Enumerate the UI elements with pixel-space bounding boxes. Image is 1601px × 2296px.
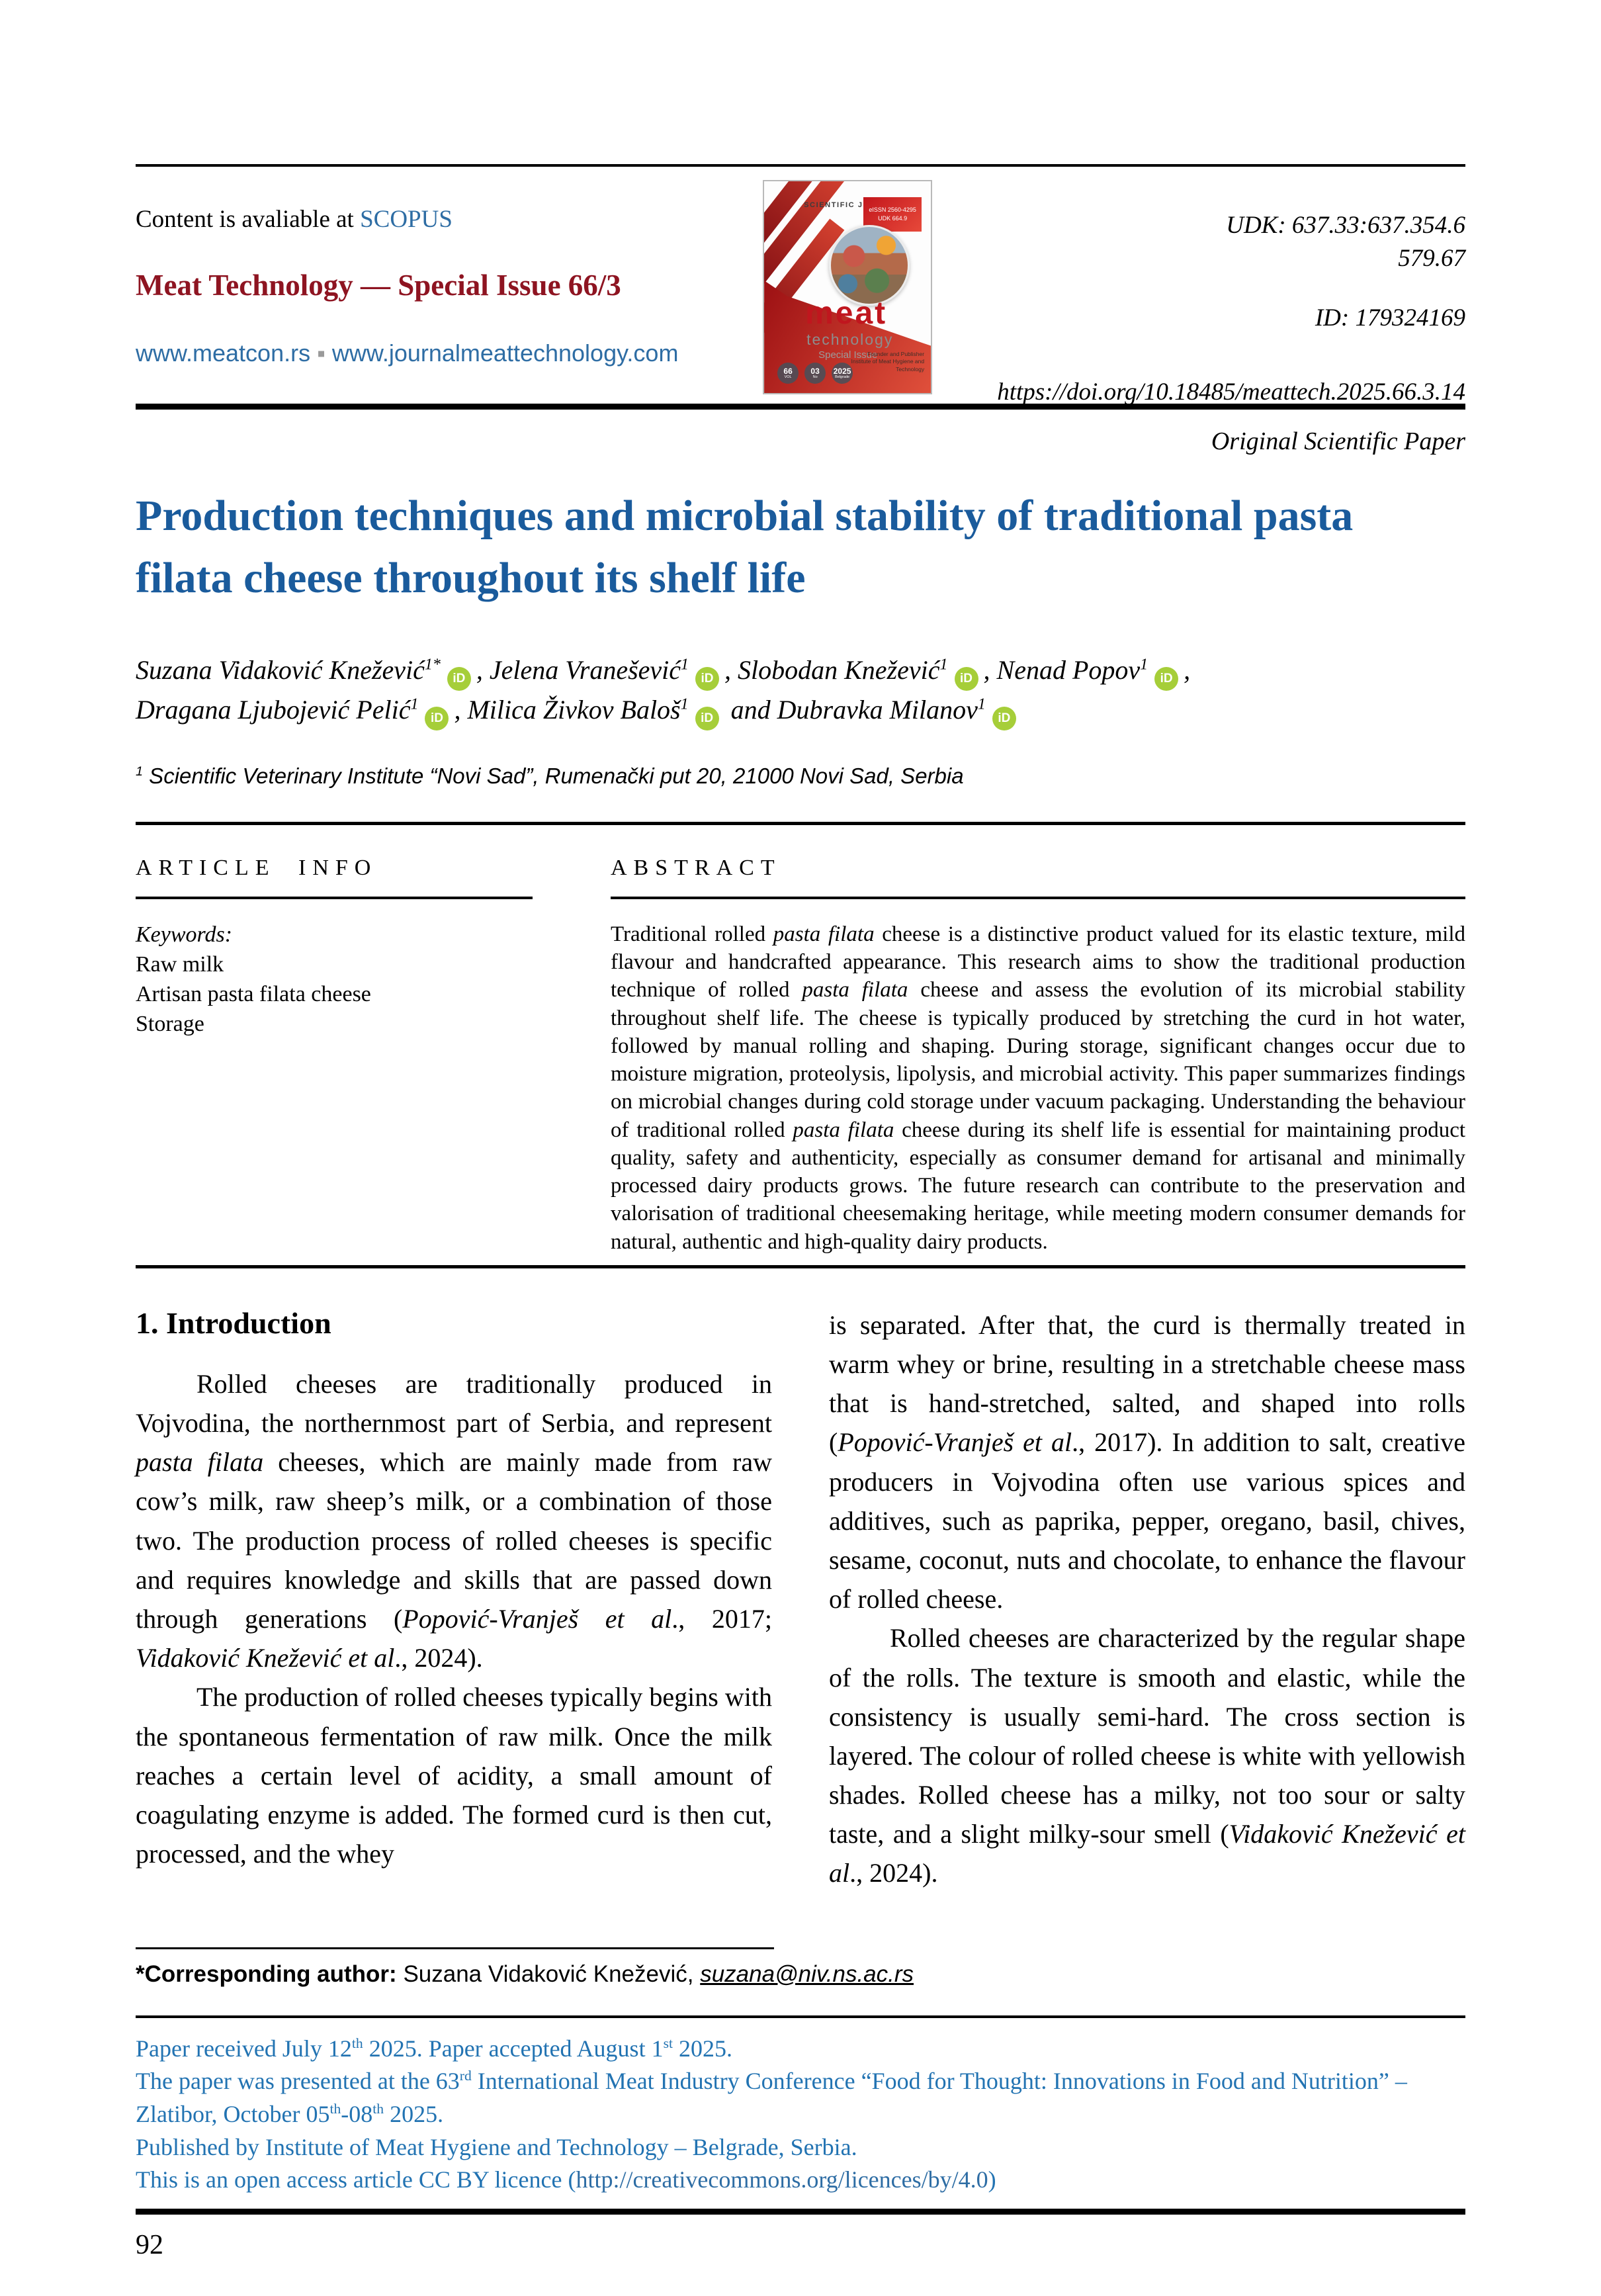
journal-site-link[interactable]: www.journalmeattechnology.com xyxy=(331,339,679,367)
abstract-bottom-rule xyxy=(136,1264,1465,1268)
abstract-text: Traditional rolled pasta filata cheese i… xyxy=(611,922,1466,1254)
cover-volume-label: VOL xyxy=(784,375,792,379)
publisher-line: Published by Institute of Meat Hygiene a… xyxy=(136,2133,857,2160)
header-left-block: Content is avaliable at SCOPUS Meat Tech… xyxy=(136,205,698,367)
licence-line: This is an open access article CC BY lic… xyxy=(136,2166,996,2193)
cover-year-badge: 2025 Belgrade xyxy=(832,363,853,384)
content-availability: Content is avaliable at SCOPUS xyxy=(136,206,453,233)
introduction-heading: 1. Introduction xyxy=(136,1305,331,1340)
publication-notes: Paper received July 12th 2025. Paper acc… xyxy=(136,2033,1465,2197)
paper-title: Production techniques and microbial stab… xyxy=(136,492,1354,602)
abstract-rule xyxy=(611,897,1465,899)
meatcon-link[interactable]: www.meatcon.rs xyxy=(136,339,311,367)
page-bottom-rule xyxy=(136,2208,1465,2215)
journal-cover-thumbnail: SCIENTIFIC JOURNAL eISSN 2560-4295 UDK 6… xyxy=(763,180,933,394)
article-id: ID: 179324169 xyxy=(1315,304,1465,331)
orcid-icon: iD xyxy=(954,667,978,691)
orcid-icon: iD xyxy=(992,707,1016,730)
cover-udk: UDK 664.9 xyxy=(878,215,908,222)
cover-artwork-circle xyxy=(829,225,910,306)
footer-top-rule xyxy=(136,2015,1465,2018)
orcid-icon: iD xyxy=(425,707,449,730)
cover-number-number: 03 xyxy=(810,366,820,376)
orcid-icon: iD xyxy=(447,667,471,691)
cover-special-issue-label: Special Issue xyxy=(818,349,878,361)
header-top-rule xyxy=(136,164,1465,167)
body-columns: 1. Introduction Rolled cheeses are tradi… xyxy=(136,1305,1465,1893)
cover-year-number: 2025 xyxy=(833,366,851,376)
orcid-icon: iD xyxy=(695,707,719,730)
keywords-block: Keywords: Raw milk Artisan pasta filata … xyxy=(136,920,533,1039)
keyword-item: Raw milk xyxy=(136,951,224,977)
page-number: 92 xyxy=(136,2229,163,2260)
abstract-header: ABSTRACT xyxy=(611,856,781,880)
body-column-left: 1. Introduction Rolled cheeses are tradi… xyxy=(136,1305,772,1893)
authors-line-1: Suzana Vidaković Knežević1*iD, Jelena Vr… xyxy=(136,651,1465,691)
intro-paragraph: Rolled cheeses are traditionally produce… xyxy=(136,1368,772,1673)
journal-header: Content is avaliable at SCOPUS Meat Tech… xyxy=(136,167,1465,406)
authors-block: Suzana Vidaković Knežević1*iD, Jelena Vr… xyxy=(136,651,1465,730)
body-column-right: is separated. After that, the curd is th… xyxy=(829,1305,1465,1893)
corresponding-email-link[interactable]: suzana@niv.ns.ac.rs xyxy=(700,1961,914,1987)
cover-year-label: Belgrade xyxy=(835,375,850,379)
cover-founder-text: Founder and Publisher Institute of Meat … xyxy=(851,350,925,373)
article-info-abstract-grid: ARTICLE INFO Keywords: Raw milk Artisan … xyxy=(136,825,1465,1256)
authors-line-2: Dragana Ljubojević Pelić1iD, Milica Živk… xyxy=(136,691,1465,730)
cover-badges: 66 VOL 03 No 2025 Belgrade xyxy=(777,363,853,384)
cover-issn: eISSN 2560-4295 xyxy=(869,206,916,213)
header-right-block: UDK: 637.33:637.354.6 579.67 ID: 1793241… xyxy=(997,209,1465,409)
article-info-rule xyxy=(136,897,533,899)
cover-number-label: No xyxy=(812,375,818,379)
journal-issue-title: Meat Technology — Special Issue 66/3 xyxy=(136,269,621,302)
keyword-item: Storage xyxy=(136,1011,204,1036)
orcid-icon: iD xyxy=(1154,667,1179,691)
cover-volume-number: 66 xyxy=(783,366,793,376)
paper-dates-line: Paper received July 12th 2025. Paper acc… xyxy=(136,2035,732,2062)
keywords-label: Keywords: xyxy=(136,922,233,947)
intro-paragraph-continued: is separated. After that, the curd is th… xyxy=(829,1309,1465,1614)
cover-brand-technology: technology xyxy=(806,331,894,348)
footnote-separator-rule xyxy=(136,1947,774,1949)
article-info-column: ARTICLE INFO Keywords: Raw milk Artisan … xyxy=(136,825,533,1256)
doi-link[interactable]: https://doi.org/10.18485/meattech.2025.6… xyxy=(997,378,1465,406)
intro-paragraph: The production of rolled cheeses typical… xyxy=(136,1682,772,1869)
udk-number: UDK: 637.33:637.354.6 xyxy=(1226,212,1465,239)
article-info-header: ARTICLE INFO xyxy=(136,856,378,880)
info-top-rule xyxy=(136,822,1465,825)
abstract-column: ABSTRACT Traditional rolled pasta filata… xyxy=(611,825,1465,1256)
keyword-item: Artisan pasta filata cheese xyxy=(136,981,371,1006)
paper-type-label: Original Scientific Paper xyxy=(1211,427,1465,455)
corresponding-author-line: *Corresponding author: Suzana Vidaković … xyxy=(136,1961,914,1987)
journal-websites: www.meatcon.rs ▪ www.journalmeattechnolo… xyxy=(136,339,679,367)
cover-volume-badge: 66 VOL xyxy=(777,363,799,384)
scopus-link[interactable]: SCOPUS xyxy=(360,206,453,233)
affiliation: 1 Scientific Veterinary Institute “Novi … xyxy=(136,764,964,788)
orcid-icon: iD xyxy=(695,667,720,691)
cover-brand-meat: meat xyxy=(805,296,888,331)
conference-line: The paper was presented at the 63rd Inte… xyxy=(136,2068,1407,2127)
cc-licence-link[interactable]: http://creativecommons.org/licences/by/4… xyxy=(576,2166,988,2193)
cover-number-badge: 03 No xyxy=(804,363,826,384)
intro-paragraph: Rolled cheeses are characterized by the … xyxy=(829,1623,1465,1888)
header-bottom-rule xyxy=(136,404,1465,410)
udk-number-2: 579.67 xyxy=(1398,244,1465,272)
